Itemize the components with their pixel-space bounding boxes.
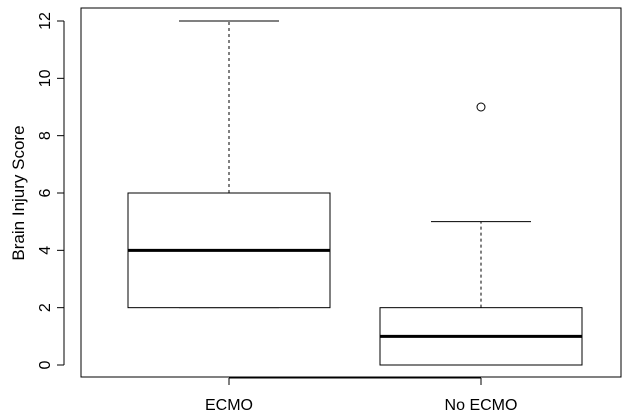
x-tick-label: No ECMO xyxy=(445,397,518,414)
box-group xyxy=(379,102,583,366)
y-tick-label: 6 xyxy=(37,188,54,197)
y-tick-label: 2 xyxy=(37,303,54,312)
plot-frame xyxy=(80,7,622,378)
y-tick-label: 12 xyxy=(37,12,54,30)
x-tick-label: ECMO xyxy=(205,397,253,414)
outlier-point xyxy=(476,102,486,112)
box-group xyxy=(127,20,331,309)
y-axis-title: Brain Injury Score xyxy=(9,125,28,260)
y-tick-label: 4 xyxy=(37,246,54,255)
y-tick-label: 10 xyxy=(37,69,54,87)
y-tick-label: 8 xyxy=(37,131,54,140)
y-tick-label: 0 xyxy=(37,360,54,369)
